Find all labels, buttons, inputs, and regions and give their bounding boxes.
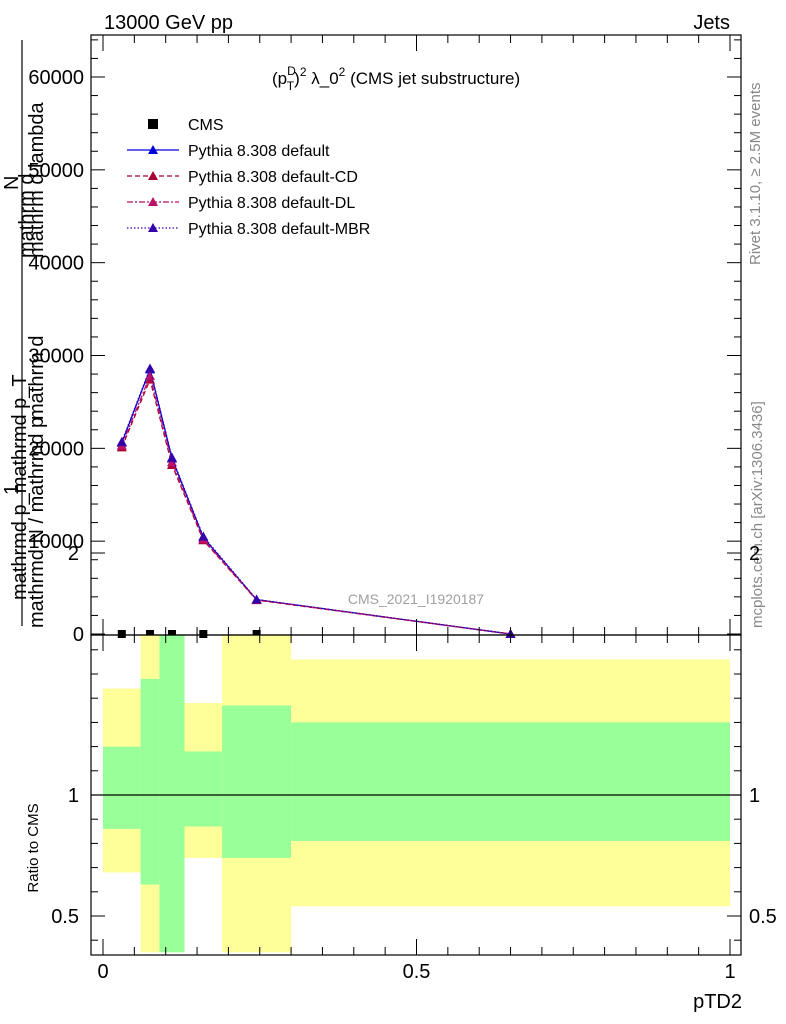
ratio-green-band-1 [140, 678, 160, 885]
main-title: (pD T)2 λ_02 (CMS jet substructure) [272, 64, 520, 93]
ratio-ytick-label-right-1: 1 [749, 785, 760, 807]
legend-entry-0: CMS [148, 117, 224, 134]
legend-entry-1: Pythia 8.308 default [127, 143, 330, 160]
series-line-2 [121, 373, 511, 635]
ylabel-part-5: N [1, 176, 23, 190]
ratio-green-band-5 [291, 722, 730, 841]
ratio-green-band-2 [159, 635, 185, 953]
legend-marker-3 [148, 197, 158, 206]
series-3-marker-4 [251, 594, 262, 604]
ylabel-part-1: 1 [1, 484, 23, 495]
main-y-label: 1 mathrmd N / mathrmd p mathrm d mathrm … [1, 40, 48, 628]
legend-label-0: CMS [188, 117, 224, 134]
main-ytick-label-2: 20000 [28, 438, 84, 460]
series-line-1 [121, 377, 511, 635]
title-tail: (CMS jet substructure) [345, 69, 520, 88]
header-left: 13000 GeV pp [104, 12, 233, 34]
main-ytick-label-3: 30000 [28, 346, 84, 368]
ratio-green-band-3 [184, 751, 223, 827]
series-2-marker-2 [166, 457, 177, 467]
ratio-xtick-label-1: 0.5 [403, 961, 431, 983]
main-ytick-label-1: 10000 [28, 531, 84, 553]
legend-label-2: Pythia 8.308 default-CD [188, 169, 358, 186]
legend-marker-4 [148, 223, 158, 232]
ratio-ylabel: Ratio to CMS [25, 803, 42, 892]
legend-label-4: Pythia 8.308 default-MBR [188, 221, 370, 238]
cms-point-0 [117, 630, 126, 638]
legend-label-1: Pythia 8.308 default [188, 143, 330, 160]
ratio-ytick-label-2: 2 [68, 543, 79, 565]
title-lambda: λ_0 [311, 69, 338, 88]
ratio-ytick-label-0: 0.5 [51, 906, 79, 928]
ylabel-part-7: mathrm d lambda [26, 102, 48, 258]
title-sup-2b: 2 [339, 65, 346, 79]
series-3-marker-0 [116, 436, 127, 446]
main-ytick-label-4: 40000 [28, 253, 84, 275]
ratio-xtick-label-2: 1 [724, 961, 735, 983]
legend-entry-2: Pythia 8.308 default-CD [127, 169, 358, 186]
legend-label-3: Pythia 8.308 default-DL [188, 195, 355, 212]
ratio-green-band-4 [222, 705, 292, 858]
header-right: Jets [693, 12, 730, 34]
ratio-ytick-label-right-0: 0.5 [749, 906, 777, 928]
title-sup-2: 2 [300, 65, 307, 79]
cms-point-3 [199, 630, 208, 638]
svg-text:(pDT)2 λ_02 (CMS jet substruct: (pD T)2 λ_02 (CMS jet substructure) [272, 64, 520, 93]
legend-marker-1 [148, 145, 158, 154]
rivet-label: Rivet 3.1.10, ≥ 2.5M events [747, 83, 764, 266]
ratio-ytick-label-1: 1 [68, 785, 79, 807]
main-ytick-label-6: 60000 [28, 67, 84, 89]
x-axis-label: pTD2 [693, 991, 742, 1013]
ratio-green-band-0 [103, 746, 141, 829]
watermark: CMS_2021_I1920187 [348, 591, 484, 607]
series-3-marker-3 [198, 531, 209, 541]
title-part-1: (p [272, 69, 287, 88]
ylabel-part-2: mathrmd N / mathrmd p [26, 417, 48, 628]
ratio-xtick-label-0: 0 [97, 961, 108, 983]
title-sup-d: D [287, 64, 296, 78]
legend-marker-square [148, 119, 158, 129]
ratio-ytick-label-right-2: 2 [749, 543, 760, 565]
cms-point-4 [252, 630, 261, 638]
mcplots-label: mcplots.cern.ch [arXiv:1306.3436] [749, 401, 766, 628]
legend-entry-3: Pythia 8.308 default-DL [127, 195, 355, 212]
cms-point-2 [167, 630, 176, 638]
legend-entry-4: Pythia 8.308 default-MBR [127, 221, 370, 238]
main-ytick-label-0: 0 [73, 624, 84, 646]
cms-point-1 [146, 630, 155, 638]
ylabel-part-3: mathrm d [26, 336, 48, 420]
main-ytick-label-5: 50000 [28, 160, 84, 182]
title-sub-t: T [287, 79, 295, 93]
series-3-marker-1 [145, 363, 156, 373]
legend-marker-2 [148, 171, 158, 180]
series-3-marker-2 [166, 452, 177, 462]
ylabel-part-6: mathrmd p_mathrmd p_T [9, 374, 31, 600]
